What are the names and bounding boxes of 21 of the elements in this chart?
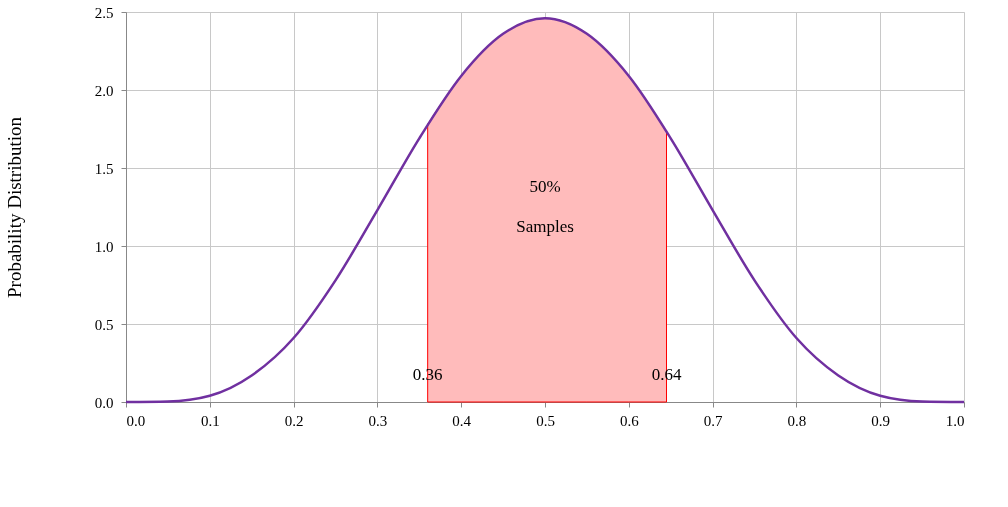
- y-axis-title: Probability Distribution: [3, 116, 25, 299]
- y-tick-label: 2.0: [94, 82, 114, 99]
- line-series: [124, 16, 966, 404]
- x-tick-label: 0.0: [126, 412, 146, 429]
- y-tick-label: 1.0: [94, 238, 114, 255]
- x-tick-label: 0.8: [787, 412, 807, 429]
- x-tick-label: 0.2: [284, 412, 304, 429]
- x-tick-label: 0.3: [368, 412, 388, 429]
- y-tick-label: 0.0: [94, 394, 114, 411]
- y-tick-label: 2.5: [94, 4, 114, 21]
- x-tick-label: 0.6: [619, 412, 640, 429]
- x-tick-label: 1.0: [945, 412, 965, 429]
- y-tick-label: 0.5: [94, 316, 114, 333]
- x-tick-label: 0.9: [871, 412, 891, 429]
- y-tick-label: 1.5: [94, 160, 114, 177]
- x-tick-label: 0.5: [536, 412, 555, 429]
- x-tick-label: 0.7: [703, 412, 723, 429]
- annotation: Samples: [516, 217, 574, 236]
- x-tick-label: 0.4: [452, 412, 472, 429]
- annotation: 50%: [529, 177, 561, 196]
- x-tick-label: 0.1: [200, 412, 220, 429]
